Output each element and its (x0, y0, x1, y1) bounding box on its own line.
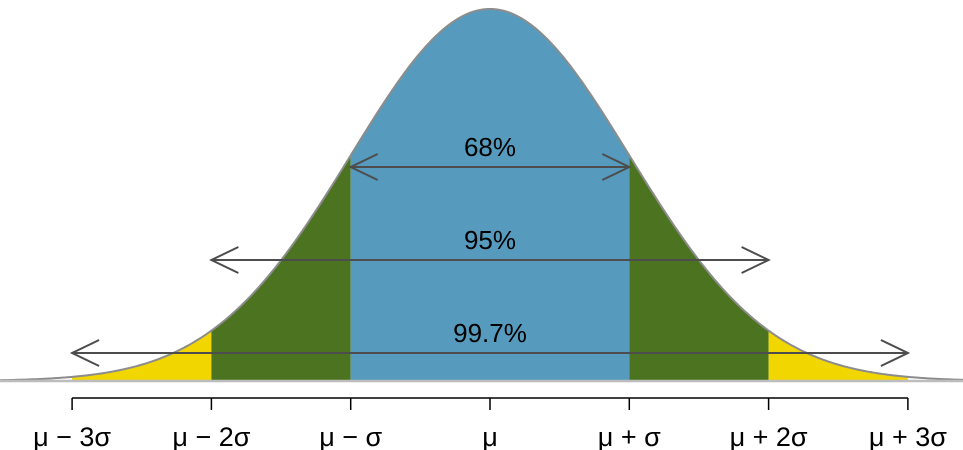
arrow-head-right (880, 339, 911, 367)
arrow-head-left (69, 339, 100, 367)
arrow-head-left (209, 246, 239, 274)
region-2 (350, 9, 630, 381)
interval-label: 95% (464, 225, 516, 255)
region-4 (768, 330, 908, 381)
interval-0: 68% (348, 132, 632, 181)
arrow-head-right (601, 153, 632, 181)
interval-label: 68% (464, 132, 516, 162)
tick-label: μ − 2σ (172, 422, 250, 450)
interval-2: 99.7% (69, 318, 911, 367)
arrow-head-right (741, 246, 771, 274)
tick-label: μ − 3σ (33, 422, 111, 450)
tick-label: μ + 3σ (869, 422, 947, 450)
tick-label: μ (482, 422, 498, 450)
density-curve (0, 7, 963, 382)
tick-label: μ + 2σ (730, 422, 808, 450)
tick-label: μ + σ (598, 422, 661, 450)
arrow-head-left (348, 153, 379, 181)
interval-label: 99.7% (453, 318, 527, 348)
region-0 (72, 330, 212, 381)
x-axis: μ − 3σ μ − 2σ μ − σ μ μ + σ μ + 2σ μ + 3σ (33, 397, 947, 450)
interval-arrows: 68% 95% 99.7% (69, 132, 911, 367)
interval-1: 95% (209, 225, 771, 274)
tick-label: μ − σ (319, 422, 382, 450)
